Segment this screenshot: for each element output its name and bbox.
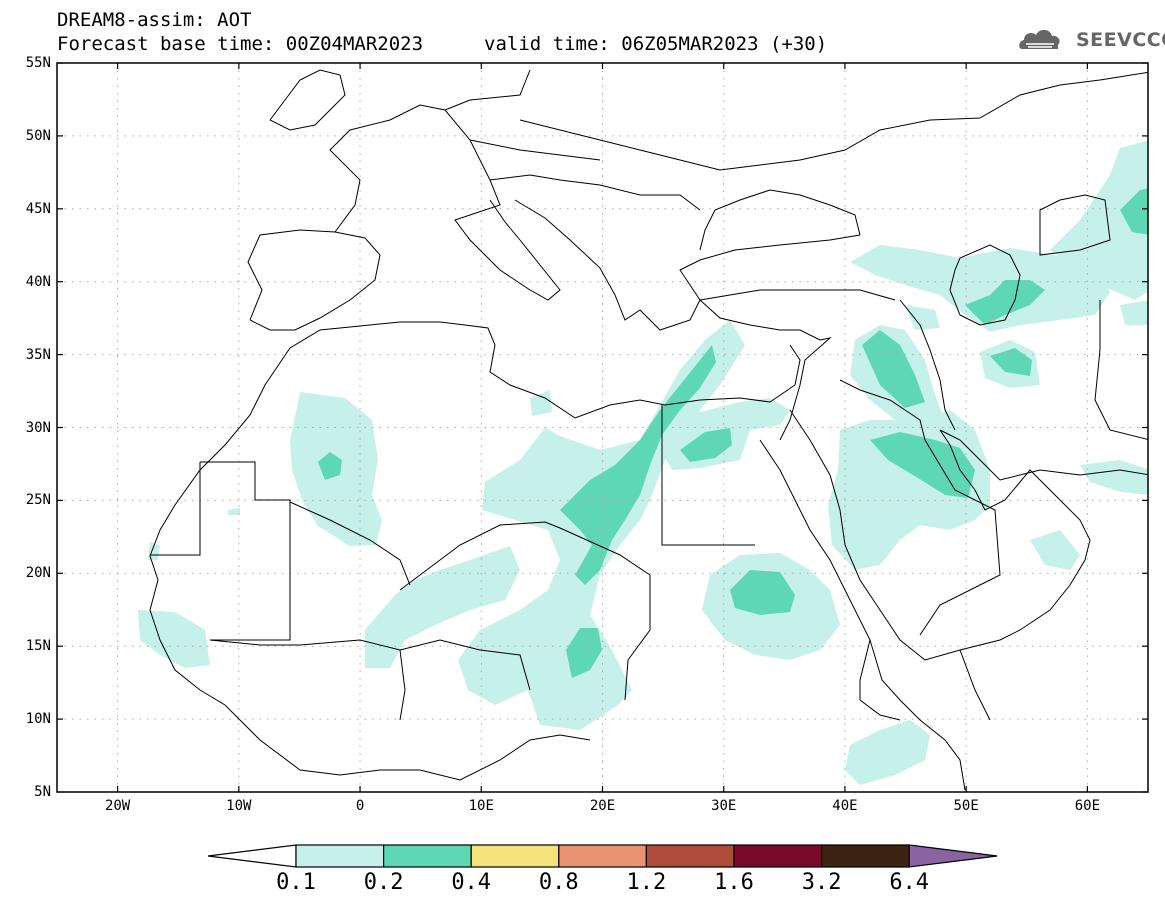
aot-med-iran xyxy=(990,348,1032,376)
coastline-black-sea xyxy=(699,189,861,251)
colorbar-swatch xyxy=(295,844,385,868)
lat-label: 45N xyxy=(25,200,51,217)
aot-med-kazakh xyxy=(1120,188,1148,235)
colorbar xyxy=(207,844,998,868)
aot-med-caspian xyxy=(965,280,1045,325)
lat-label: 55N xyxy=(25,55,51,71)
lon-label: 0 xyxy=(355,798,365,814)
lon-label: 60E xyxy=(1074,798,1101,814)
border-kazakh xyxy=(1039,194,1111,256)
lon-label: 30E xyxy=(711,798,737,814)
logo-text: SEEVCCC xyxy=(1076,29,1165,51)
colorbar-arrow-low xyxy=(207,844,297,868)
colorbar-label: 6.4 xyxy=(889,870,930,895)
border-sudan-chad xyxy=(624,575,651,701)
coastline-turkey-levant xyxy=(699,299,832,441)
colorbar-label: 0.8 xyxy=(538,870,579,895)
colorbar-swatch xyxy=(383,844,472,868)
border-algeria-libya xyxy=(399,521,651,591)
lon-label: 10E xyxy=(468,798,494,814)
colorbar-label: 0.1 xyxy=(276,870,316,895)
aot-med-chad xyxy=(566,628,602,678)
colorbar-label: 3.2 xyxy=(801,870,842,895)
aot-kazakh xyxy=(1050,140,1148,300)
colorbar-label: 1.2 xyxy=(626,870,667,895)
lat-label: 35N xyxy=(25,346,51,363)
lon-label: 20W xyxy=(104,798,131,814)
border-eastern xyxy=(1094,300,1148,441)
colorbar-label: 1.6 xyxy=(714,870,754,895)
lat-lon-gridlines xyxy=(57,63,1148,792)
border-turkey xyxy=(699,289,896,301)
aot-med-gulf xyxy=(870,432,975,498)
aot-sahel-west xyxy=(365,546,520,668)
colorbar-swatch xyxy=(558,844,647,868)
aot-horn xyxy=(845,720,930,785)
aot-small-4 xyxy=(905,305,940,330)
colorbar-label: 0.2 xyxy=(363,870,404,895)
aot-med-sudan xyxy=(730,570,795,615)
colorbar-swatch xyxy=(820,844,910,868)
cloud-logo-icon xyxy=(1019,29,1060,49)
border-europe-east xyxy=(519,71,1148,171)
aot-small-3 xyxy=(1120,300,1148,325)
border-mali-algeria xyxy=(289,501,411,586)
aot-med-iraq xyxy=(862,330,925,408)
base-time-label: Forecast base time: 00Z04MAR2023 xyxy=(57,33,424,55)
coastline-caspian xyxy=(949,244,1021,326)
lon-label: 20E xyxy=(589,798,616,814)
valid-time-label: valid time: 06Z05MAR2023 (+30) xyxy=(484,33,828,55)
border-iran-iraq xyxy=(899,299,956,431)
coastline-west-africa xyxy=(149,555,591,781)
map-title: DREAM8-assim: AOT xyxy=(57,9,252,31)
border-mauritania xyxy=(150,461,291,641)
border-horn xyxy=(859,639,991,721)
lat-label: 30N xyxy=(25,419,51,436)
border-libya-egypt xyxy=(661,405,755,546)
aot-oman xyxy=(1030,530,1080,570)
coastline-red-sea-east xyxy=(789,409,1091,661)
coastlines-and-borders xyxy=(149,69,1148,791)
colorbar-swatch xyxy=(733,844,823,868)
coastline-gulf-iran xyxy=(939,429,1148,481)
lat-label: 15N xyxy=(25,638,51,655)
coastline-uk xyxy=(269,69,346,131)
aot-medium-layer xyxy=(318,188,1148,678)
colorbar-swatch xyxy=(470,844,560,868)
lon-label: 10W xyxy=(226,798,252,814)
colorbar-arrow-high xyxy=(908,844,998,868)
aot-caspian xyxy=(850,245,1110,332)
lat-label: 10N xyxy=(25,711,51,728)
border-saudi xyxy=(839,379,1001,636)
aot-med-libya xyxy=(560,345,716,585)
coastline-north-africa xyxy=(149,321,801,557)
aot-small-1 xyxy=(228,508,240,515)
lat-label: 25N xyxy=(25,492,51,509)
border-sahel xyxy=(209,639,406,721)
lat-label: 20N xyxy=(25,565,51,582)
colorbar-label: 0.4 xyxy=(451,870,492,895)
aot-small-2 xyxy=(530,390,552,416)
aot-med-sahara-west xyxy=(318,452,342,480)
lat-label: 5N xyxy=(34,784,51,800)
coastline-iberia xyxy=(247,229,381,331)
lon-label: 40E xyxy=(832,798,858,814)
lat-label: 50N xyxy=(25,127,51,144)
border-niger-nigeria xyxy=(359,639,531,691)
coastline-france-italy xyxy=(329,104,561,301)
aot-west-africa xyxy=(138,610,210,668)
coastline-balkans-greece xyxy=(514,199,861,331)
colorbar-swatch xyxy=(645,844,735,868)
aot-gulf-east xyxy=(1080,460,1148,495)
axis-ticks xyxy=(57,62,1148,793)
aot-med-egypt xyxy=(680,428,732,462)
lat-label: 40N xyxy=(25,273,51,290)
border-europe-central xyxy=(444,69,701,211)
lon-label: 50E xyxy=(953,798,979,814)
